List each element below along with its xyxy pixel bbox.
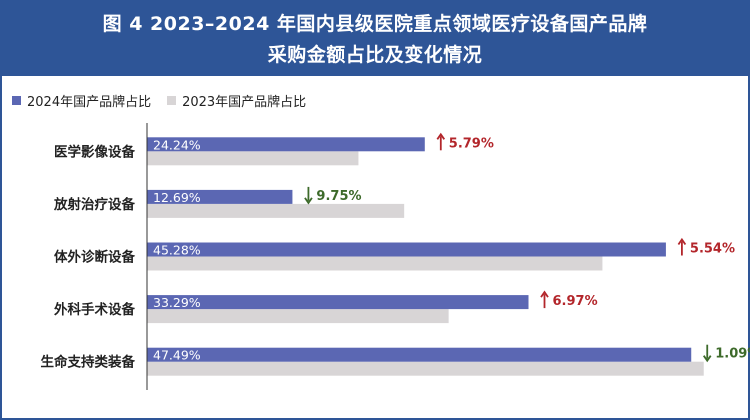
change-label: 1.09% xyxy=(715,347,750,362)
legend-swatch-2023 xyxy=(167,95,177,105)
bar-2023 xyxy=(147,361,704,376)
value-label: 12.69% xyxy=(153,190,201,205)
legend-label-2023: 2023年国产品牌占比 xyxy=(182,94,307,110)
category-label: 外科手术设备 xyxy=(54,301,135,318)
category-label: 医学影像设备 xyxy=(54,143,135,160)
chart-title-line1: 图 4 2023–2024 年国内县级医院重点领域医疗设备国产品牌 xyxy=(102,13,648,35)
legend-swatch-2024 xyxy=(12,95,21,105)
arrow-up-icon xyxy=(677,237,687,256)
bar-2024 xyxy=(147,295,529,310)
legend-label-2024: 2024年国产品牌占比 xyxy=(27,94,152,110)
chart-legend: 2024年国产品牌占比 2023年国产品牌占比 xyxy=(12,91,322,110)
bar-2023 xyxy=(147,151,359,166)
legend-item-2024: 2024年国产品牌占比 xyxy=(12,91,151,110)
bar-2024 xyxy=(147,242,666,257)
legend-item-2023: 2023年国产品牌占比 xyxy=(167,91,306,110)
chart-header: 图 4 2023–2024 年国内县级医院重点领域医疗设备国产品牌 采购金额占比… xyxy=(0,0,750,76)
value-label: 33.29% xyxy=(153,295,201,310)
chart-title-line2: 采购金额占比及变化情况 xyxy=(267,44,483,66)
value-label: 45.28% xyxy=(153,243,201,258)
bar-2024 xyxy=(147,347,692,362)
arrow-down-icon xyxy=(702,344,712,363)
bar-2024 xyxy=(147,189,293,204)
change-label: 5.79% xyxy=(449,136,494,151)
arrow-up-icon xyxy=(436,132,446,151)
change-label: 6.97% xyxy=(553,294,598,309)
category-label: 放射治疗设备 xyxy=(53,196,135,213)
category-label: 体外诊断设备 xyxy=(54,249,135,266)
value-label: 24.24% xyxy=(153,137,201,152)
bar-2023 xyxy=(147,203,405,218)
bar-2024 xyxy=(147,137,425,152)
arrow-down-icon xyxy=(304,186,313,205)
bar-2023 xyxy=(147,309,449,324)
arrow-up-icon xyxy=(540,290,549,309)
change-label: 9.75% xyxy=(316,189,361,204)
bar-2023 xyxy=(147,256,603,271)
change-label: 5.54% xyxy=(690,242,735,257)
value-label: 47.49% xyxy=(153,348,201,363)
category-label: 生命支持类装备 xyxy=(41,354,136,371)
